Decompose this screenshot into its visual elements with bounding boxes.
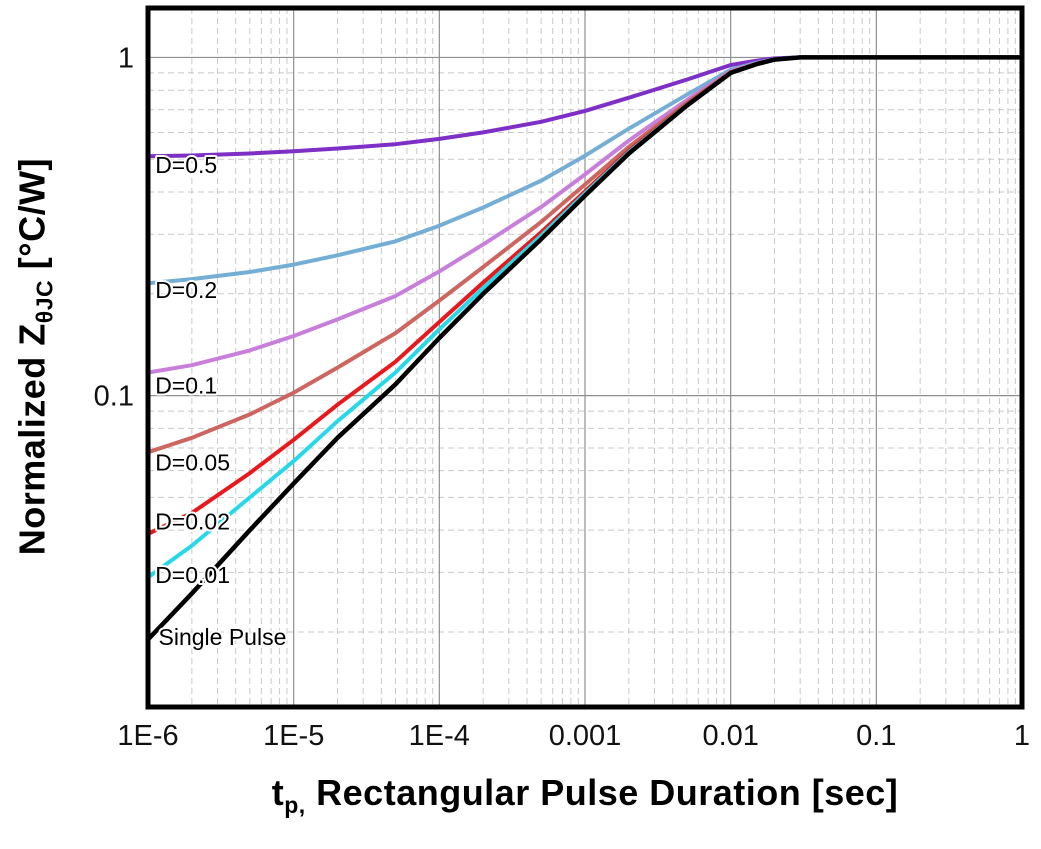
curve-label-d-0.1: D=0.1 <box>155 373 217 399</box>
y-axis-title-units: [°C/W] <box>11 157 53 280</box>
y-tick-label-1: 1 <box>118 42 134 74</box>
curve-label-d-0.01: D=0.01 <box>155 562 230 588</box>
x-tick-label-1E-6: 1E-6 <box>117 720 178 752</box>
series-group <box>148 55 1022 642</box>
y-axis-title: Normalized ZθJC [°C/W] <box>11 7 58 707</box>
x-tick-label-1E-4: 1E-4 <box>409 720 470 752</box>
y-tick-label-0.1: 0.1 <box>94 381 134 413</box>
x-axis-title: tp, Rectangular Pulse Duration [sec] <box>148 772 1022 819</box>
x-tick-label-1E-5: 1E-5 <box>263 720 324 752</box>
x-axis-title-symbol: t <box>271 772 285 813</box>
y-axis-title-subscript: θJC <box>31 279 58 324</box>
curve-label-d-0.05: D=0.05 <box>155 449 230 475</box>
x-tick-label-0.001: 0.001 <box>549 720 622 752</box>
x-axis-title-subscript: p, <box>284 792 306 819</box>
series-single-pulse <box>148 55 1022 642</box>
x-tick-label-0.1: 0.1 <box>856 720 896 752</box>
curve-label-single-pulse: Single Pulse <box>159 624 287 650</box>
x-tick-label-1: 1 <box>1014 720 1030 752</box>
x-tick-label-0.01: 0.01 <box>702 720 758 752</box>
plot-border <box>145 5 1025 710</box>
y-axis-title-main: Normalized Z <box>11 323 53 556</box>
x-axis-title-text: Rectangular Pulse Duration [sec] <box>305 772 899 813</box>
curve-label-d-0.02: D=0.02 <box>155 508 230 534</box>
curve-label-d-0.2: D=0.2 <box>155 277 217 303</box>
curve-label-d-0.5: D=0.5 <box>155 152 217 178</box>
